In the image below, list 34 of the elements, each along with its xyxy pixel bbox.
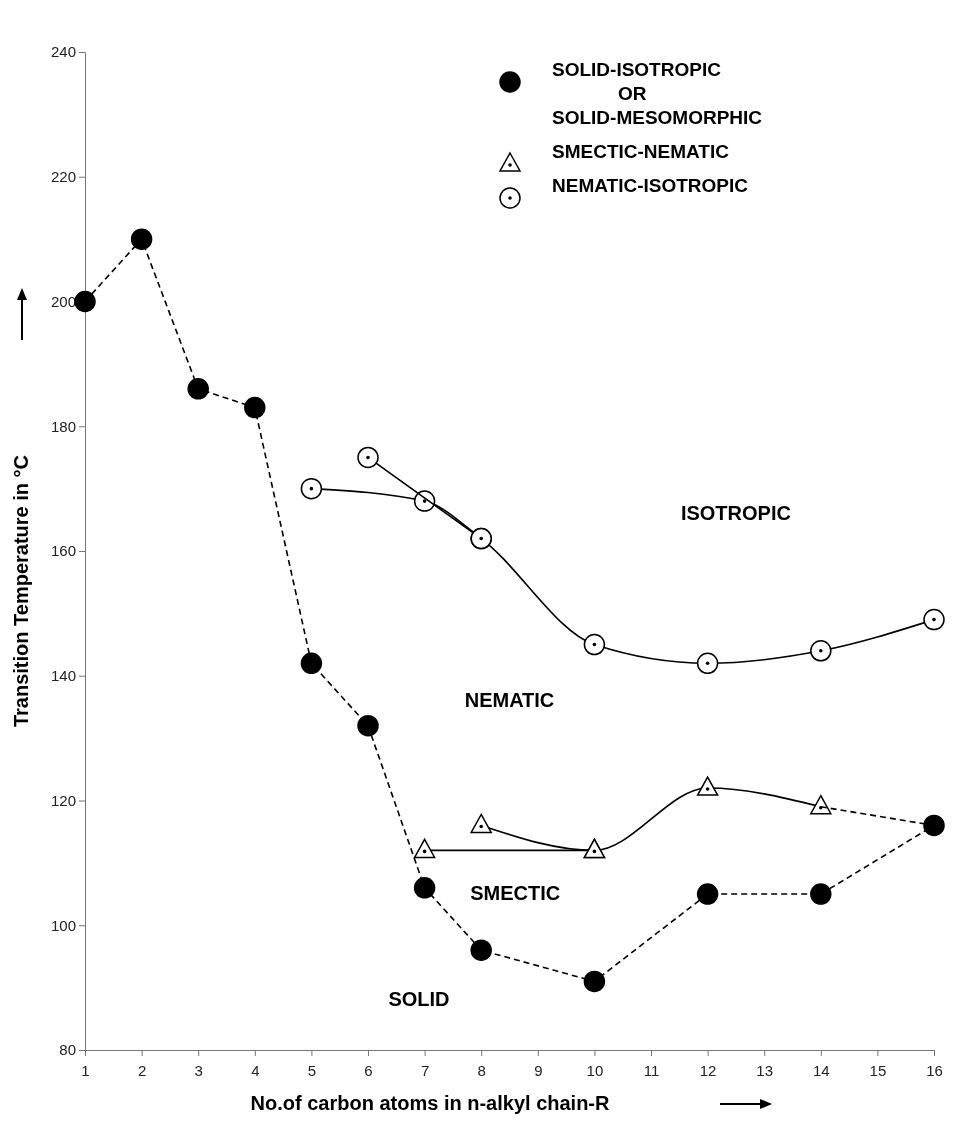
y-axis-title: Transition Temperature in °C	[10, 454, 32, 728]
x-tick-label: 1	[81, 1061, 90, 1079]
y-tick-label: 140	[50, 667, 76, 685]
y-tick-label: 160	[50, 542, 76, 560]
x-tick-label: 3	[194, 1061, 203, 1079]
y-tick-label: 240	[50, 43, 76, 61]
x-tick-label: 11	[643, 1061, 660, 1079]
x-tick-label: 9	[534, 1061, 543, 1079]
y-tick-label: 100	[50, 916, 76, 934]
x-tick-label: 7	[420, 1061, 430, 1079]
x-tick-label: 10	[586, 1061, 604, 1079]
annotation: SOLID	[388, 988, 450, 1011]
y-tick-label: 200	[50, 292, 76, 310]
legend-label: NEMATIC-ISOTROPIC	[552, 175, 749, 196]
y-tick-label: 80	[59, 1041, 76, 1059]
y-tick-label: 180	[50, 417, 76, 435]
x-tick-label: 8	[477, 1061, 486, 1079]
x-tick-label: 16	[926, 1061, 943, 1079]
annotation: SMECTIC	[470, 882, 561, 905]
annotation: ISOTROPIC	[680, 501, 791, 524]
x-tick-label: 6	[364, 1061, 373, 1079]
x-tick-label: 13	[756, 1061, 774, 1079]
x-tick-label: 14	[812, 1061, 830, 1079]
x-tick-label: 4	[251, 1061, 260, 1079]
x-tick-label: 15	[869, 1061, 887, 1079]
y-tick-label: 120	[50, 791, 76, 809]
legend-label: SOLID-ISOTROPIC OR SOLID-MESOMORPHIC	[552, 59, 763, 128]
annotation: NEMATIC	[464, 688, 555, 711]
x-tick-label: 5	[307, 1061, 317, 1079]
x-tick-label: 2	[137, 1061, 147, 1079]
x-axis-title: No.of carbon atoms in n-alkyl chain-R	[250, 1092, 611, 1114]
legend-label: SMECTIC-NEMATIC	[552, 141, 730, 162]
x-tick-label: 12	[699, 1061, 717, 1079]
y-tick-label: 220	[50, 168, 76, 186]
